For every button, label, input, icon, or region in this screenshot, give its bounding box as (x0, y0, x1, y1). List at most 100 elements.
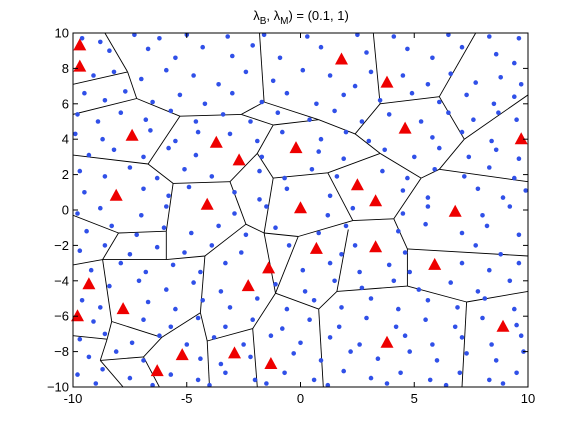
center-marker (241, 279, 255, 292)
data-point (75, 112, 80, 117)
data-point (307, 317, 312, 323)
voronoi-edge (327, 172, 354, 221)
x-tick-label: -10 (64, 391, 83, 406)
data-point (516, 36, 522, 41)
data-point (400, 211, 406, 216)
center-marker (200, 197, 214, 210)
y-tick-label: 6 (62, 96, 69, 111)
data-point (284, 90, 290, 96)
voronoi-edge (99, 339, 108, 361)
voronoi-edge (245, 223, 265, 234)
data-point (459, 230, 465, 236)
data-point (341, 156, 347, 161)
data-point (352, 83, 358, 89)
data-point (498, 252, 504, 257)
data-point (500, 195, 506, 200)
y-tick-label: −10 (47, 380, 69, 395)
data-point (195, 315, 201, 321)
data-point (491, 101, 497, 107)
voronoi-edge (73, 335, 108, 340)
data-point (357, 269, 362, 275)
voronoi-edge (336, 285, 408, 292)
data-point (480, 315, 485, 321)
data-point (145, 299, 151, 305)
data-point (73, 131, 78, 137)
data-point (482, 296, 488, 301)
y-tick-label: 10 (55, 26, 69, 41)
data-point (455, 305, 460, 310)
data-point (193, 152, 199, 158)
data-point (170, 262, 176, 268)
data-point (473, 243, 479, 248)
center-marker (116, 302, 130, 315)
data-point (191, 73, 196, 78)
data-point (473, 80, 479, 85)
data-point (425, 204, 431, 209)
data-point (496, 110, 501, 115)
data-point (493, 358, 499, 363)
data-point (88, 267, 94, 273)
data-point (516, 156, 522, 161)
data-point (284, 306, 290, 312)
voronoi-edge (161, 312, 201, 338)
data-point (223, 260, 228, 266)
data-point (498, 75, 504, 80)
data-point (79, 298, 85, 303)
data-point (402, 333, 408, 339)
center-marker (514, 132, 528, 145)
data-point (327, 260, 333, 266)
data-point (148, 128, 153, 133)
data-point (168, 372, 174, 377)
y-tick-label: 2 (62, 167, 69, 182)
data-point (250, 43, 255, 48)
data-point (141, 317, 146, 323)
data-point (211, 335, 217, 340)
data-point (384, 381, 390, 386)
center-marker (369, 194, 383, 207)
data-point (457, 370, 463, 376)
data-point (218, 289, 224, 294)
data-point (77, 168, 83, 174)
data-point (284, 186, 290, 192)
data-point (200, 298, 205, 303)
data-point (166, 193, 171, 199)
data-point (418, 119, 424, 124)
data-point (318, 358, 324, 363)
voronoi-edge (143, 337, 163, 358)
voronoi-edge (118, 230, 167, 234)
voronoi-edge (127, 71, 138, 99)
data-point (127, 252, 133, 257)
voronoi-edge (147, 163, 174, 184)
data-point (341, 92, 347, 98)
data-point (82, 90, 87, 96)
data-point (300, 67, 306, 73)
x-tick-label: 5 (411, 391, 418, 406)
center-marker (380, 335, 394, 348)
data-point (109, 223, 114, 229)
data-point (514, 370, 519, 376)
voronoi-edge (263, 101, 319, 121)
data-point (316, 230, 322, 236)
data-point (118, 110, 124, 115)
data-point (75, 372, 80, 377)
data-point (123, 89, 128, 94)
voronoi-edge (229, 153, 258, 183)
data-point (443, 382, 449, 387)
data-point (168, 324, 174, 330)
voronoi-edge (73, 259, 103, 266)
data-point (98, 205, 103, 211)
data-point (177, 92, 183, 98)
data-point (512, 94, 517, 99)
center-marker (109, 188, 123, 201)
data-point (264, 381, 269, 386)
data-point (396, 228, 401, 234)
data-point (309, 167, 315, 172)
data-point (243, 232, 249, 238)
voronoi-edge (354, 133, 381, 154)
data-point (86, 354, 92, 360)
data-point (77, 248, 83, 253)
data-point (368, 69, 374, 75)
voronoi-edge (143, 356, 160, 387)
data-point (377, 98, 383, 103)
